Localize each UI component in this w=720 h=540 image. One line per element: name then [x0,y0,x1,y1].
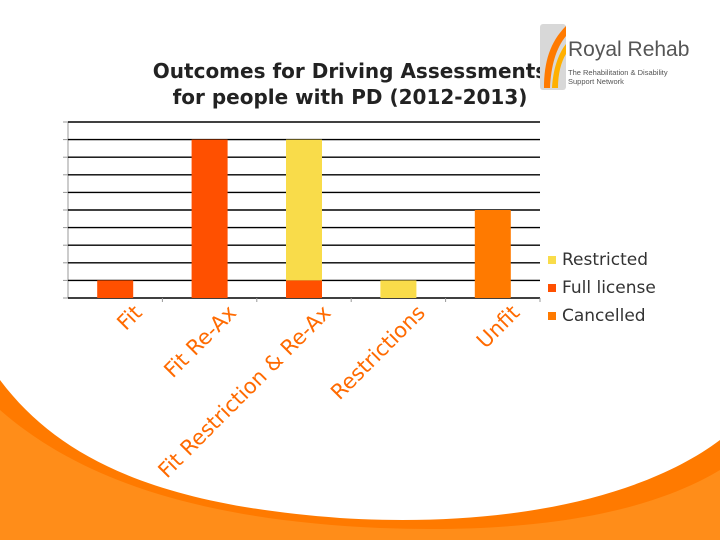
legend-item-cancelled: Cancelled [548,302,656,330]
legend-item-full-license: Full license [548,274,656,302]
x-tick-label: Fit Re-Ax [159,301,241,383]
bar-restricted [380,280,417,298]
bar-full-license [286,280,322,298]
bar-full-license [97,280,134,298]
chart-title: Outcomes for Driving Assessments for peo… [152,59,548,109]
x-tick-label: Restrictions [326,301,430,405]
x-tick-label: Unfit [472,301,524,353]
legend-item-restricted: Restricted [548,246,656,274]
legend-swatch-cancelled [548,312,556,320]
legend-label-cancelled: Cancelled [562,306,646,326]
x-tick-label: Fit [112,301,146,335]
legend-swatch-full-license [548,284,556,292]
logo-mark-icon [540,24,566,90]
logo-tagline: The Rehabilitation & Disability Support … [568,68,668,86]
bar-restricted [286,139,322,281]
legend-label-restricted: Restricted [562,250,649,270]
x-tick-label: Fit Restriction & Re-Ax [153,301,335,483]
legend: Restricted Full license Cancelled [548,246,656,330]
bar-full-license [191,139,228,298]
logo-name: Royal Rehab [568,38,690,61]
bar-cancelled [474,210,511,298]
legend-label-full-license: Full license [562,278,656,298]
royal-rehab-logo: Royal Rehab The Rehabilitation & Disabil… [538,22,690,94]
legend-swatch-restricted [548,256,556,264]
